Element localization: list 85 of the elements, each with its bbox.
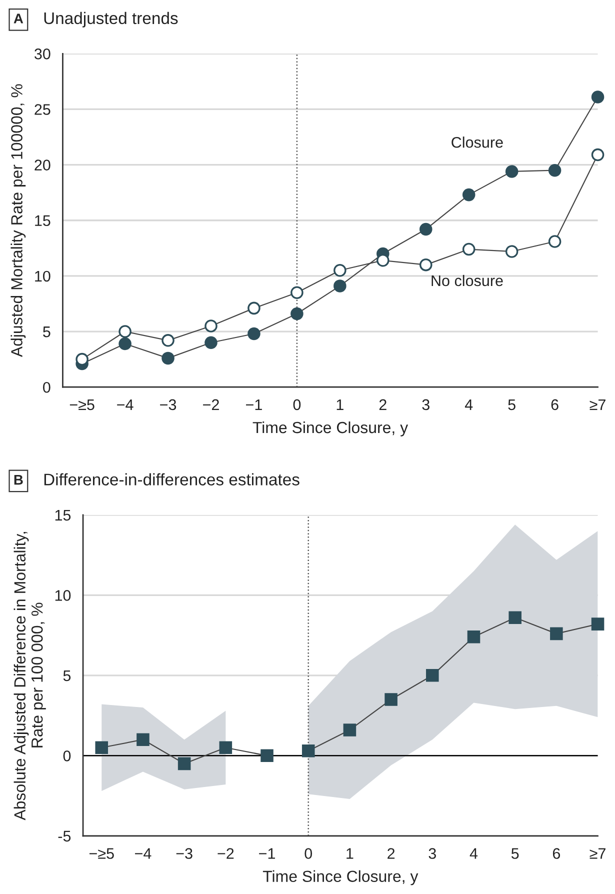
x-tick-label: −4	[117, 399, 134, 410]
x-tick-label: −≥5	[70, 399, 94, 410]
x-tick-label: 0	[293, 399, 301, 410]
point	[343, 724, 356, 736]
y-tick-label: 20	[34, 160, 50, 170]
point	[204, 336, 218, 350]
y-tick-label: 30	[34, 48, 50, 60]
x-tick-label: 6	[551, 399, 558, 410]
series-label: Closure	[452, 136, 503, 148]
y-axis-title: Absolute Adjusted Difference in Mortality, Rate per 100 000, %	[14, 532, 46, 820]
x-tick-label: 4	[464, 399, 473, 410]
y-tick-label: 25	[34, 104, 50, 115]
x-tick-label: ≥7	[590, 848, 606, 859]
x-tick-label: −4	[135, 848, 152, 859]
series-label: No closure	[432, 274, 503, 286]
x-tick-label: 6	[552, 848, 560, 859]
point	[290, 307, 304, 320]
y-tick-label: 0	[63, 750, 71, 762]
x-tick-label: −1	[259, 848, 275, 859]
y-axis-title: Adjusted Mortality Rate per 100000, %	[10, 84, 26, 358]
point	[290, 286, 304, 300]
y-tick-label: 5	[63, 670, 71, 682]
point	[76, 352, 88, 366]
point	[508, 611, 522, 624]
chart-title: Unadjusted trends	[44, 12, 178, 28]
point	[334, 264, 346, 277]
x-tick-label: 0	[304, 848, 312, 859]
point	[419, 222, 432, 236]
point	[591, 148, 604, 162]
point	[426, 669, 439, 682]
x-tick-label: −3	[176, 848, 192, 859]
point	[384, 693, 398, 706]
x-tick-label: −2	[218, 848, 234, 859]
point	[548, 235, 562, 248]
point	[505, 165, 518, 178]
x-tick-label: −1	[246, 399, 262, 410]
point	[334, 280, 346, 292]
x-tick-label: 1	[336, 399, 344, 410]
point	[118, 337, 132, 350]
point	[95, 741, 108, 754]
point	[505, 245, 518, 258]
y-tick-label: 10	[35, 270, 50, 282]
x-tick-label: 1	[346, 848, 354, 859]
point	[162, 334, 174, 347]
y-tick-label: 15	[35, 215, 50, 226]
y-tick-label: 15	[55, 510, 71, 521]
x-tick-label: −2	[203, 399, 219, 410]
x-tick-label: 5	[508, 399, 516, 410]
y-tick-label: 5	[43, 326, 50, 338]
x-tick-label: −3	[160, 399, 176, 410]
y-tick-label: -5	[58, 830, 71, 842]
point	[462, 242, 476, 256]
x-tick-label: 3	[428, 848, 436, 859]
point	[302, 744, 315, 758]
x-tick-label: 5	[511, 848, 519, 859]
x-tick-label: 2	[379, 399, 386, 410]
point	[162, 352, 174, 365]
x-tick-label: 3	[422, 399, 430, 410]
point	[248, 302, 260, 315]
point	[550, 627, 563, 640]
x-axis-title: Time Since Closure, y	[262, 870, 418, 886]
text: A	[14, 14, 24, 24]
x-tick-label: 4	[470, 848, 478, 859]
x-tick-label: −≥5	[89, 848, 114, 859]
point	[136, 733, 150, 746]
point	[419, 258, 432, 272]
x-tick-label: ≥7	[590, 399, 606, 410]
point	[219, 741, 232, 754]
point	[260, 749, 274, 762]
x-axis-title: Time Since Closure, y	[252, 421, 408, 436]
text: B	[14, 475, 23, 485]
point	[548, 164, 562, 177]
point	[178, 757, 191, 770]
y-tick-label: 0	[43, 382, 50, 393]
point	[204, 320, 218, 332]
point	[118, 325, 132, 338]
y-tick-label: 10	[55, 590, 71, 601]
point	[467, 630, 480, 644]
point	[591, 90, 604, 104]
point	[376, 254, 390, 267]
x-tick-label: 2	[388, 848, 395, 859]
point	[248, 327, 260, 340]
chart-title: Difference-in-differences estimates	[44, 473, 300, 486]
point	[462, 188, 476, 202]
point	[591, 618, 604, 630]
